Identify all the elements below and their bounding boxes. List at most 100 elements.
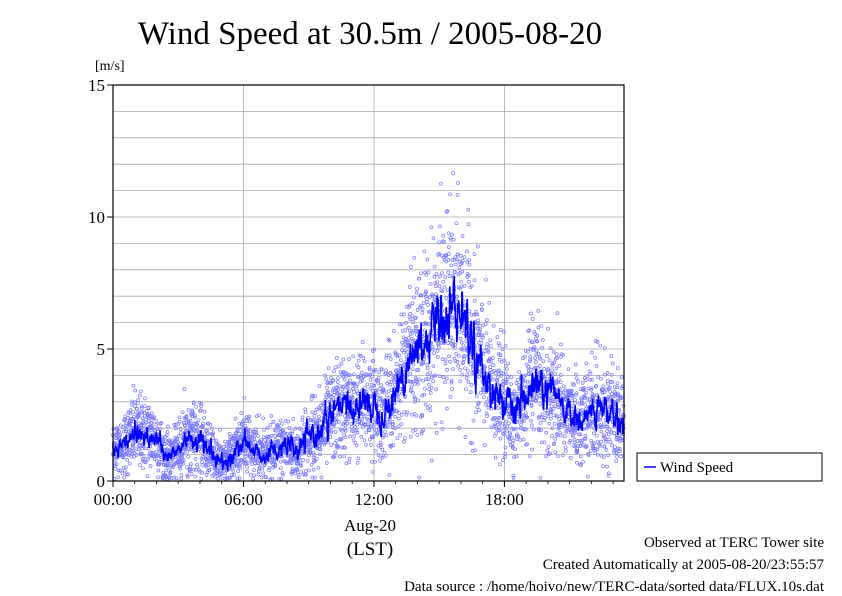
- scatter-point: [134, 417, 138, 422]
- scatter-point: [527, 454, 532, 458]
- scatter-point: [264, 475, 268, 480]
- scatter-point: [599, 439, 603, 444]
- scatter-point: [211, 431, 215, 436]
- scatter-point: [174, 426, 178, 431]
- scatter-point: [602, 390, 607, 394]
- scatter-point: [427, 310, 432, 314]
- scatter-point: [600, 391, 605, 395]
- scatter-point: [377, 370, 381, 375]
- scatter-point: [350, 395, 355, 400]
- scatter-point: [180, 452, 185, 457]
- scatter-point: [259, 437, 264, 442]
- scatter-point: [445, 368, 449, 372]
- scatter-point: [554, 366, 559, 371]
- scatter-point: [466, 207, 471, 212]
- scatter-point: [447, 274, 452, 278]
- scatter-point: [271, 462, 275, 466]
- scatter-point: [359, 435, 364, 439]
- scatter-point: [610, 361, 615, 366]
- scatter-point: [457, 426, 462, 431]
- scatter-point: [341, 374, 346, 379]
- scatter-point: [581, 387, 586, 392]
- scatter-point: [619, 395, 623, 400]
- scatter-point: [503, 451, 508, 456]
- scatter-point: [550, 368, 555, 373]
- scatter-point: [396, 393, 400, 398]
- scatter-point: [556, 454, 560, 459]
- scatter-point: [595, 340, 600, 344]
- scatter-point: [159, 421, 164, 425]
- scatter-point: [521, 419, 526, 424]
- scatter-point: [483, 322, 488, 326]
- scatter-point: [336, 420, 341, 424]
- scatter-point: [476, 318, 480, 323]
- scatter-point: [332, 422, 337, 427]
- scatter-point: [124, 427, 129, 431]
- legend-box: [636, 452, 823, 482]
- scatter-point: [299, 464, 303, 468]
- scatter-point: [167, 475, 172, 480]
- scatter-point: [246, 431, 251, 436]
- scatter-point: [470, 441, 474, 446]
- scatter-point: [412, 295, 416, 300]
- scatter-point: [121, 429, 126, 434]
- scatter-point: [235, 476, 240, 481]
- scatter-point: [402, 436, 407, 441]
- scatter-point: [388, 382, 393, 387]
- scatter-point: [502, 432, 507, 436]
- scatter-point: [571, 433, 576, 437]
- scatter-point: [595, 440, 600, 444]
- scatter-point: [296, 472, 301, 477]
- scatter-point: [449, 315, 454, 320]
- scatter-point: [204, 473, 209, 477]
- scatter-point: [123, 414, 127, 418]
- scatter-point: [612, 431, 617, 435]
- scatter-point: [399, 422, 404, 427]
- scatter-point: [440, 357, 445, 361]
- scatter-point: [289, 461, 294, 465]
- scatter-point: [181, 458, 186, 463]
- scatter-point: [496, 341, 501, 346]
- scatter-point: [351, 438, 356, 443]
- scatter-point: [244, 461, 248, 466]
- scatter-point: [298, 463, 303, 468]
- scatter-point: [514, 381, 519, 385]
- scatter-point: [305, 459, 310, 463]
- scatter-point: [565, 422, 570, 427]
- scatter-point: [549, 410, 553, 415]
- scatter-point: [356, 358, 361, 363]
- scatter-point: [575, 460, 579, 465]
- scatter-point: [188, 419, 193, 423]
- scatter-point: [484, 345, 489, 349]
- scatter-point: [589, 386, 594, 391]
- scatter-point: [451, 171, 455, 175]
- scatter-point: [539, 323, 543, 328]
- scatter-point: [358, 354, 363, 358]
- scatter-point: [285, 431, 289, 436]
- scatter-point: [312, 453, 317, 458]
- scatter-point: [347, 456, 352, 461]
- scatter-point: [575, 439, 580, 443]
- scatter-point: [351, 429, 356, 434]
- scatter-point: [424, 322, 429, 326]
- scatter-point: [278, 466, 283, 471]
- scatter-point: [243, 447, 247, 452]
- scatter-point: [405, 350, 410, 354]
- scatter-point: [451, 367, 455, 371]
- scatter-point: [360, 417, 365, 422]
- scatter-point: [548, 416, 553, 421]
- scatter-point: [296, 475, 301, 480]
- scatter-point: [439, 181, 443, 186]
- scatter-point: [295, 468, 300, 472]
- scatter-point: [384, 393, 389, 398]
- scatter-point: [148, 414, 152, 419]
- scatter-point: [303, 410, 308, 415]
- scatter-point: [517, 369, 521, 374]
- scatter-point: [267, 468, 271, 472]
- scatter-point: [530, 317, 535, 321]
- scatter-point: [464, 376, 469, 380]
- scatter-point: [408, 371, 413, 376]
- scatter-point: [245, 464, 249, 469]
- scatter-point: [527, 372, 531, 376]
- scatter-point: [540, 412, 545, 417]
